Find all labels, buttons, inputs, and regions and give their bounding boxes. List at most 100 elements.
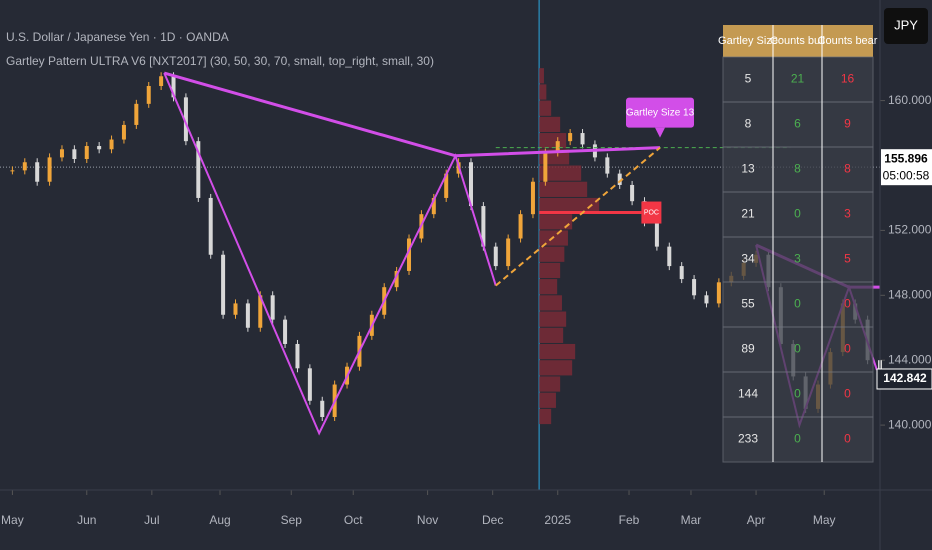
poc-label: POC xyxy=(644,209,659,216)
volume-profile-bar xyxy=(539,214,573,230)
candle-body xyxy=(183,97,188,142)
candle-body xyxy=(407,238,412,271)
x-tick-label: Feb xyxy=(619,513,640,527)
candle-body xyxy=(283,319,288,344)
candle-body xyxy=(307,368,312,401)
currency-button[interactable] xyxy=(884,8,928,44)
candle-body xyxy=(692,279,697,296)
table-cell: 0 xyxy=(794,297,801,311)
candle-body xyxy=(109,139,114,150)
table-cell: 3 xyxy=(794,252,801,266)
candle-body xyxy=(35,162,40,182)
y-tick-label: 152.000 xyxy=(888,223,932,237)
candle-body xyxy=(270,295,275,320)
table-header-bg xyxy=(723,25,873,57)
x-tick-label: Apr xyxy=(747,513,766,527)
candle-body xyxy=(555,141,560,153)
table-cell: 8 xyxy=(794,162,801,176)
table-cell: 3 xyxy=(844,207,851,221)
x-tick-label: May xyxy=(813,513,836,527)
y-tick-label: 160.000 xyxy=(888,93,932,107)
candle-body xyxy=(196,141,201,198)
candle-body xyxy=(530,181,535,215)
candle-body xyxy=(84,146,89,160)
candle-body xyxy=(134,103,139,125)
table-cell: 0 xyxy=(794,387,801,401)
table-cell: 0 xyxy=(844,432,851,446)
y-tick-label: 144.000 xyxy=(888,352,932,366)
x-tick-label: Oct xyxy=(344,513,363,527)
candle-body xyxy=(518,214,523,239)
candle-body xyxy=(295,343,300,369)
x-tick-label: Sep xyxy=(281,513,303,527)
table-cell: 34 xyxy=(741,252,755,266)
table-header: Counts bear xyxy=(818,35,878,47)
volume-profile-bar xyxy=(539,262,561,279)
candle-body xyxy=(258,295,263,328)
candle-body xyxy=(481,206,486,247)
candle-body xyxy=(22,162,27,171)
pattern-leg xyxy=(163,72,497,436)
candle-body xyxy=(617,173,622,185)
x-tick-label: Aug xyxy=(209,513,230,527)
x-tick-label: Jul xyxy=(144,513,159,527)
candle-body xyxy=(121,124,126,140)
table-row-bg xyxy=(722,326,874,373)
price-marker-box xyxy=(876,368,932,390)
candle-body xyxy=(159,76,164,86)
pattern-projection xyxy=(495,146,661,287)
table-cell: 21 xyxy=(741,207,755,221)
candle-body xyxy=(394,270,399,288)
table-cell: 5 xyxy=(844,252,851,266)
candle-body xyxy=(679,266,684,280)
table-cell: 21 xyxy=(791,72,805,86)
table-header: Gartley Size xyxy=(718,35,778,47)
volume-profile-bar xyxy=(539,165,582,181)
table-cell: 0 xyxy=(844,387,851,401)
candle-body xyxy=(704,295,709,304)
volume-profile-bar xyxy=(539,408,552,425)
table-cell: 0 xyxy=(844,342,851,356)
volume-profile-bar xyxy=(539,279,558,295)
candle-body xyxy=(320,400,325,417)
price-marker-label: 142.842 xyxy=(883,371,927,385)
x-tick-label: Mar xyxy=(681,513,702,527)
table-cell: 233 xyxy=(738,432,758,446)
table-cell: 5 xyxy=(745,72,752,86)
x-tick-label: 2025 xyxy=(544,513,571,527)
volume-profile-bar xyxy=(539,133,567,149)
table-cell: 144 xyxy=(738,387,758,401)
table-cell: 0 xyxy=(794,207,801,221)
x-tick-label: Dec xyxy=(482,513,503,527)
currency-label[interactable]: JPY xyxy=(894,17,918,32)
pattern-label: Gartley Size 13 xyxy=(626,107,695,118)
table-cell: 9 xyxy=(844,117,851,131)
candle-body xyxy=(431,197,436,215)
last-price-box xyxy=(881,149,932,186)
volume-profile-bar xyxy=(539,376,561,392)
table-row-bg xyxy=(722,416,874,463)
volume-profile-bar xyxy=(539,295,562,311)
candle-body xyxy=(468,162,473,207)
y-tick-label: 148.000 xyxy=(888,287,932,301)
candle-body xyxy=(667,246,672,267)
table-row-bg xyxy=(722,371,874,418)
candle-body xyxy=(493,246,498,267)
candle-body xyxy=(568,133,573,142)
symbol-title: U.S. Dollar / Japanese Yen · 1D · OANDA xyxy=(6,30,229,44)
table-header: Counts bull xyxy=(770,35,825,47)
table-cell: 0 xyxy=(794,432,801,446)
candle-body xyxy=(233,303,238,315)
candle-body xyxy=(543,152,548,182)
table-cell: 0 xyxy=(844,297,851,311)
volume-profile-bar xyxy=(539,327,564,343)
table-cell: 8 xyxy=(745,117,752,131)
candle-body xyxy=(146,85,151,104)
candle-body xyxy=(59,149,64,158)
pattern-top xyxy=(163,71,661,158)
candle-body xyxy=(580,133,585,145)
candle-body xyxy=(47,157,52,182)
candle-body xyxy=(10,170,15,172)
volume-profile-bar xyxy=(539,311,567,327)
